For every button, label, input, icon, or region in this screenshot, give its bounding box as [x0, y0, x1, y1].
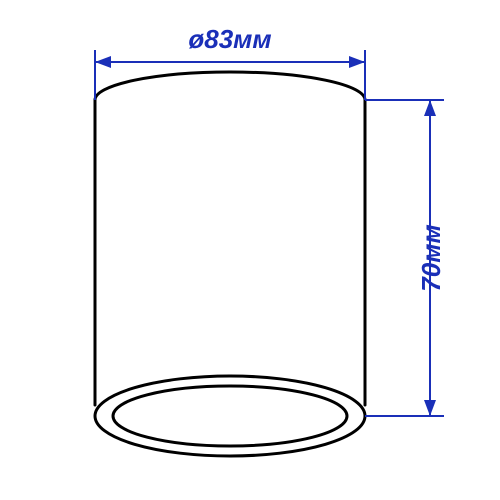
- cylinder-top-arc: [95, 72, 365, 100]
- dimension-height: 70мм: [365, 100, 446, 416]
- dim-diameter-label: ø83мм: [188, 24, 271, 54]
- cylinder-bottom-inner-ellipse: [113, 386, 347, 446]
- dim-diameter-arrow-left: [95, 56, 111, 68]
- dimension-diameter: ø83мм: [95, 24, 365, 100]
- technical-drawing: ø83мм 70мм: [0, 0, 500, 500]
- dim-height-arrow-bottom: [424, 400, 436, 416]
- cylinder-bottom-outer-ellipse: [95, 376, 365, 456]
- cylinder-outline: [95, 72, 365, 456]
- dim-height-arrow-top: [424, 100, 436, 116]
- dim-height-label: 70мм: [416, 224, 446, 291]
- dim-diameter-arrow-right: [349, 56, 365, 68]
